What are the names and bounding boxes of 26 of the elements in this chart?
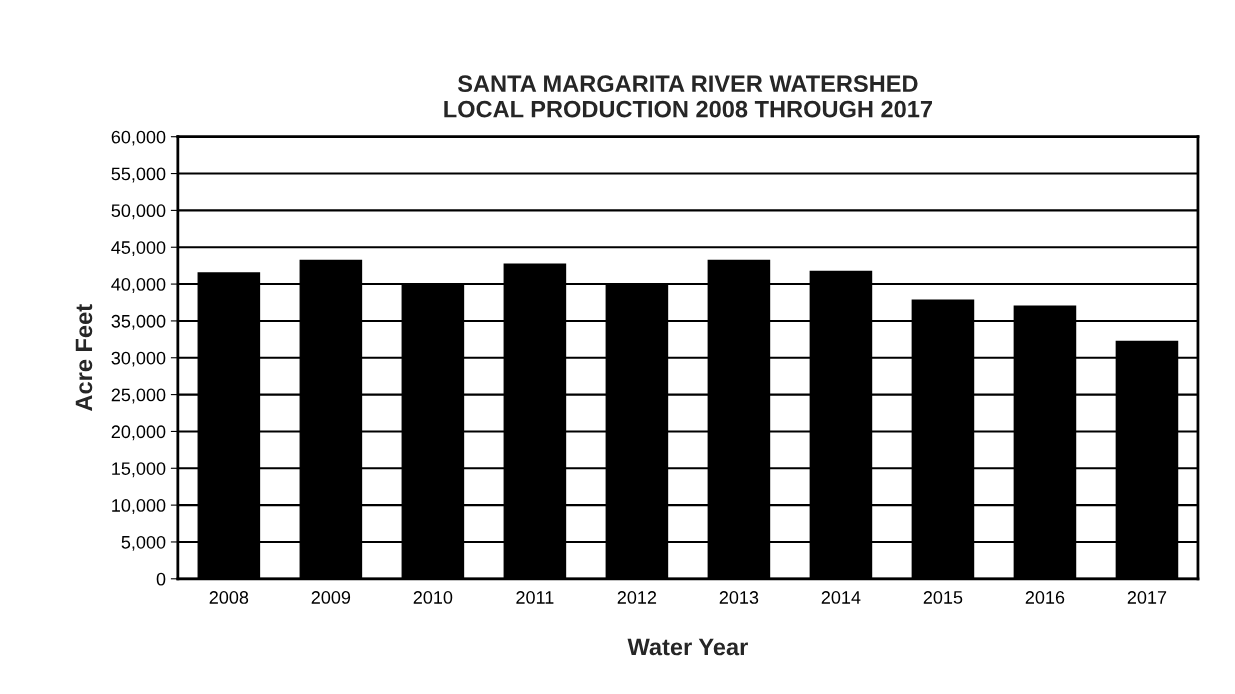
x-axis-title: Water Year xyxy=(627,638,748,656)
y-axis-title: Acre Feet xyxy=(75,304,93,411)
y-tick-label: 40,000 xyxy=(111,278,166,293)
y-tick-label: 0 xyxy=(156,572,166,586)
y-tick-label: 35,000 xyxy=(111,314,166,330)
x-tick-label: 2010 xyxy=(413,591,453,604)
y-tick-label: 10,000 xyxy=(112,499,166,514)
chart-title: SANTA MARGARITA RIVER WATERSHED LOCAL PRODUCTION 2008 THROUGH 2017 xyxy=(444,75,932,118)
y-tick-label: 15,000 xyxy=(112,462,166,478)
x-tick-label: 2015 xyxy=(923,591,963,604)
y-tick-label: 50,000 xyxy=(111,204,166,220)
y-tick-label: 45,000 xyxy=(111,241,166,257)
x-tick-label: 2014 xyxy=(821,591,861,604)
y-tick-label: 25,000 xyxy=(111,388,166,404)
x-tick-label: 2008 xyxy=(209,591,249,604)
y-tick-label: 55,000 xyxy=(111,167,166,183)
y-tick-label: 20,000 xyxy=(111,425,166,441)
y-tick-label: 60,000 xyxy=(111,130,166,146)
x-tick-label: 2013 xyxy=(719,591,759,604)
x-tick-label: 2009 xyxy=(311,591,351,604)
x-tick-label: 2012 xyxy=(617,591,657,604)
x-tick-label: 2017 xyxy=(1127,591,1167,604)
y-tick-label: 30,000 xyxy=(111,351,166,367)
x-tick-label: 2011 xyxy=(516,591,554,604)
x-tick-label: 2016 xyxy=(1025,591,1065,604)
y-tick-label: 5,000 xyxy=(121,535,166,551)
